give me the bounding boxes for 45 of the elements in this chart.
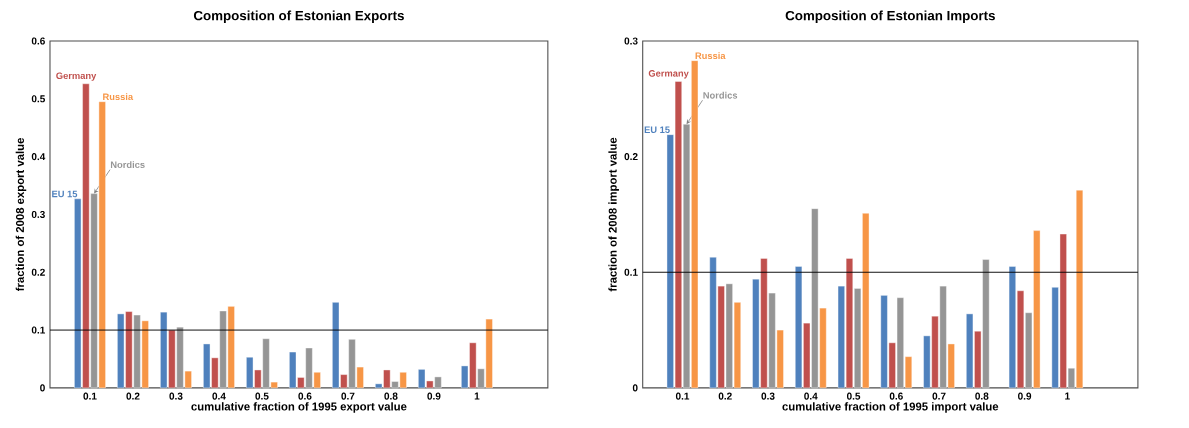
y-tick-label: 0.1 <box>31 326 46 334</box>
x-tick-label: 0.9 <box>427 392 441 400</box>
y-axis-title: fraction of 2008 export value <box>15 138 27 292</box>
chart-title: Composition of Estonian Imports <box>785 10 995 23</box>
y-axis-title: fraction of 2008 import value <box>608 137 619 292</box>
y-tick-label: 0 <box>632 384 638 392</box>
x-tick-label: 0.3 <box>169 392 183 400</box>
x-tick-label: 0.5 <box>255 392 269 400</box>
series-label: Germany <box>56 72 97 81</box>
x-tick-label: 1 <box>1065 392 1070 400</box>
x-tick-label: 0.5 <box>846 392 861 400</box>
series-label: Germany <box>648 70 689 79</box>
x-tick-label: 1 <box>474 392 480 400</box>
x-tick-label: 0.7 <box>341 392 355 400</box>
text: Nordics <box>703 91 738 99</box>
x-tick-label: 0.8 <box>975 392 989 400</box>
y-tick-label: 0.4 <box>31 153 46 161</box>
x-tick-label: 0.8 <box>384 392 398 400</box>
x-tick-label: 0.2 <box>718 392 732 400</box>
x-tick-label: 0.3 <box>761 392 775 400</box>
y-tick-label: 0.3 <box>31 210 45 219</box>
x-tick-label: 0.2 <box>126 392 140 400</box>
y-tick-label: 0.5 <box>31 95 46 103</box>
series-label: Russia <box>695 52 726 60</box>
x-tick-label: 0.4 <box>212 392 226 400</box>
y-tick-label: 0.2 <box>31 268 45 276</box>
series-label: Russia <box>103 93 134 101</box>
y-tick-label: 0 <box>40 384 45 392</box>
x-tick-label: 0.1 <box>675 392 690 400</box>
x-tick-label: 0.6 <box>889 392 903 400</box>
x-tick-label: 0.6 <box>298 392 312 400</box>
y-tick-label: 0.2 <box>624 153 638 161</box>
x-tick-label: 0.9 <box>1018 392 1032 400</box>
x-tick-label: 0.4 <box>804 392 818 400</box>
x-axis-title: cumulative fraction of 1995 export value <box>191 402 407 413</box>
y-tick-label: 0.6 <box>31 37 45 45</box>
series-label: EU 15 <box>52 190 78 198</box>
y-tick-label: 0.3 <box>624 37 638 45</box>
y-tick-label: 0.1 <box>624 268 638 276</box>
text: Nordics <box>110 161 145 169</box>
chart-title: Composition of Estonian Exports <box>193 10 404 23</box>
series-label: EU 15 <box>644 126 670 134</box>
x-tick-label: 0.7 <box>932 392 946 400</box>
x-axis-title: cumulative fraction of 1995 import value <box>782 402 999 413</box>
x-tick-label: 0.1 <box>83 392 97 400</box>
